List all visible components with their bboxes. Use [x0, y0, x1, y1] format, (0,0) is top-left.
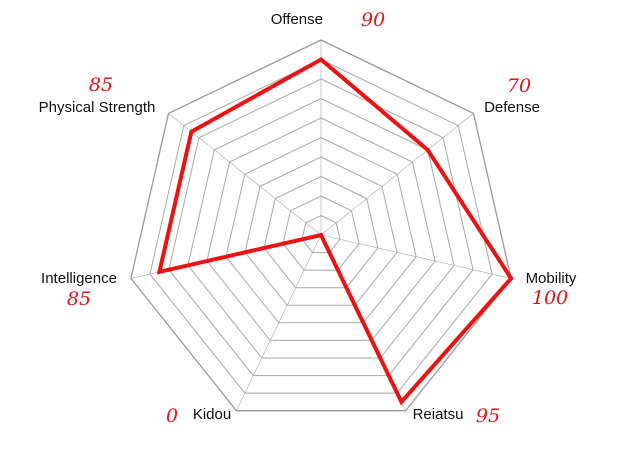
data-point-intelligence [157, 269, 162, 274]
axis-label-defense: Defense [484, 99, 540, 116]
data-point-mobility [509, 276, 514, 281]
grid-ring-9 [149, 58, 493, 394]
spoke-defense [320, 113, 474, 236]
spoke-kidou [236, 234, 322, 411]
radar-spokes [130, 40, 512, 411]
axis-label-intelligence: Intelligence [41, 270, 117, 287]
data-points [157, 57, 514, 404]
axis-label-kidou: Kidou [193, 406, 231, 423]
series-polygon [156, 57, 514, 406]
value-label-reiatsu: 95 [476, 405, 500, 427]
grid-ring-1 [301, 214, 341, 254]
data-point-offense [319, 57, 323, 62]
grid-ring-6 [206, 117, 436, 341]
data-point-defense [425, 147, 430, 152]
radar-grid [130, 39, 512, 412]
axis-label-reiatsu: Reiatsu [413, 406, 464, 423]
spoke-mobility [320, 234, 512, 279]
data-point-reiatsu [399, 399, 404, 404]
value-label-physical-strength: 85 [89, 74, 113, 96]
axis-label-mobility: Mobility [526, 270, 577, 287]
value-label-defense: 70 [507, 75, 531, 97]
grid-ring-7 [187, 97, 455, 359]
value-label-intelligence: 85 [67, 288, 91, 310]
axis-label-physical-strength: Physical Strength [39, 99, 156, 116]
data-point-kidou [319, 233, 323, 237]
value-label-mobility: 100 [532, 287, 568, 309]
grid-ring-3 [263, 175, 379, 289]
grid-ring-8 [168, 78, 474, 377]
grid-ring-4 [244, 156, 398, 306]
grid-ring-10 [130, 39, 512, 412]
grid-ring-5 [225, 136, 417, 324]
value-label-offense: 90 [361, 9, 385, 31]
value-label-kidou: 0 [166, 405, 178, 427]
grid-ring-2 [282, 195, 360, 271]
data-point-physical-strength [189, 129, 194, 134]
axis-label-offense: Offense [271, 11, 323, 28]
spoke-physical-strength [168, 113, 322, 236]
